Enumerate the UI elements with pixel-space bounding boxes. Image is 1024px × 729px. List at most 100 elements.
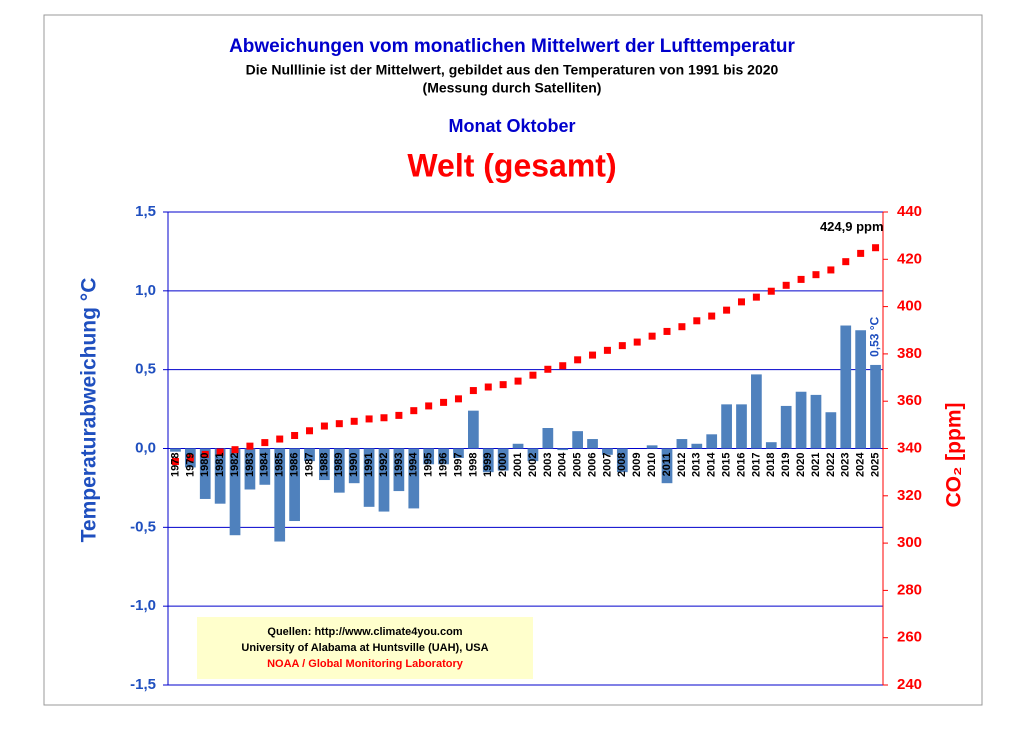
point xyxy=(171,458,179,466)
bar xyxy=(646,445,658,449)
x-tick-label: 1988 xyxy=(318,453,330,477)
bar xyxy=(333,448,345,493)
bar xyxy=(765,442,777,449)
bar xyxy=(378,448,390,512)
x-tick-label: 1990 xyxy=(348,453,360,477)
x-tick-label: 1994 xyxy=(408,452,420,477)
point xyxy=(469,387,477,395)
x-tick-label: 2025 xyxy=(869,453,881,477)
x-tick-label: 1983 xyxy=(244,453,256,477)
y2-axis-label: CO₂ [ppm] xyxy=(943,403,966,508)
point xyxy=(276,435,284,443)
bar xyxy=(482,448,494,473)
point xyxy=(306,427,314,435)
point xyxy=(410,407,418,415)
point xyxy=(723,306,731,314)
region: Welt (gesamt) xyxy=(407,147,616,183)
x-tick-label: 1991 xyxy=(363,453,375,477)
bar xyxy=(780,405,792,449)
period: Monat Oktober xyxy=(448,116,575,136)
point xyxy=(678,323,686,331)
point xyxy=(440,398,448,406)
x-tick-label: 2000 xyxy=(497,453,509,477)
y2-tick-label: 240 xyxy=(897,676,922,693)
point xyxy=(216,448,224,456)
bar xyxy=(616,448,628,473)
x-tick-label: 1993 xyxy=(393,453,405,477)
bar xyxy=(468,410,479,449)
point xyxy=(186,454,194,462)
x-tick-label: 1980 xyxy=(199,453,211,477)
x-tick-label: 1997 xyxy=(452,453,464,477)
bar xyxy=(199,448,211,499)
y2-tick-label: 400 xyxy=(897,298,922,315)
bar xyxy=(602,448,613,455)
point xyxy=(767,287,775,295)
y2-tick-label: 380 xyxy=(897,345,922,362)
bar xyxy=(259,448,271,485)
source: Quellen: http://www.climate4you.com xyxy=(267,626,462,638)
x-tick-label: 2005 xyxy=(572,453,584,477)
x-tick-label: 2018 xyxy=(765,453,777,477)
point xyxy=(380,414,388,422)
point xyxy=(589,351,597,359)
y-axis-label: Temperaturabweichung °C xyxy=(78,278,101,543)
bar xyxy=(572,431,583,449)
bar xyxy=(587,439,598,449)
x-tick-label: 2021 xyxy=(810,453,822,477)
point xyxy=(603,346,611,354)
point xyxy=(648,332,656,340)
bar xyxy=(408,448,420,509)
point xyxy=(827,266,835,274)
x-tick-label: 1992 xyxy=(378,453,390,477)
x-tick-label: 1982 xyxy=(229,453,241,477)
x-tick-label: 2014 xyxy=(706,452,718,477)
bar xyxy=(229,448,241,536)
x-tick-label: 2023 xyxy=(840,453,852,477)
x-tick-label: 2017 xyxy=(750,453,762,477)
source-box xyxy=(197,617,533,679)
x-tick-label: 2012 xyxy=(676,453,688,477)
point xyxy=(201,450,209,458)
y-tick-label: -0,5 xyxy=(130,518,156,535)
bar xyxy=(393,448,405,492)
point xyxy=(752,293,760,301)
bar xyxy=(453,448,464,458)
x-tick-label: 2011 xyxy=(661,453,673,477)
x-tick-label: 2003 xyxy=(542,453,554,477)
source: University of Alabama at Huntsville (UAH… xyxy=(241,642,488,654)
y-tick-label: -1,5 xyxy=(130,676,156,693)
point xyxy=(395,411,403,419)
bar xyxy=(244,448,256,490)
point xyxy=(335,420,343,428)
source: NOAA / Global Monitoring Laboratory xyxy=(267,658,464,670)
bar xyxy=(661,448,673,484)
value-label: 0,53 °C xyxy=(868,316,882,356)
point xyxy=(633,338,641,346)
point xyxy=(320,422,328,430)
y2-tick-label: 320 xyxy=(897,487,922,504)
x-tick-label: 2002 xyxy=(527,453,539,477)
bar xyxy=(751,374,762,449)
point xyxy=(693,317,701,325)
y2-tick-label: 260 xyxy=(897,629,922,646)
bar xyxy=(214,448,226,504)
bar xyxy=(870,364,881,449)
y2-tick-label: 440 xyxy=(897,203,922,220)
point xyxy=(454,395,462,403)
value-label: 424,9 ppm xyxy=(820,219,884,234)
x-tick-label: 2007 xyxy=(601,453,613,477)
point xyxy=(425,402,433,410)
bar xyxy=(840,325,852,449)
point xyxy=(708,312,716,320)
bar xyxy=(810,394,822,449)
plot: -1,5 -1,0 -0,5 0,0 0,5 1,0 1,5 240 260 280 300 320 3… xyxy=(130,203,922,693)
x-tick-label: 1987 xyxy=(303,453,315,477)
point xyxy=(499,381,507,389)
bar xyxy=(289,448,300,522)
y-tick-label: 0,5 xyxy=(135,361,156,378)
point xyxy=(812,271,820,279)
bar xyxy=(676,439,688,449)
x-tick-label: 2015 xyxy=(721,453,733,477)
